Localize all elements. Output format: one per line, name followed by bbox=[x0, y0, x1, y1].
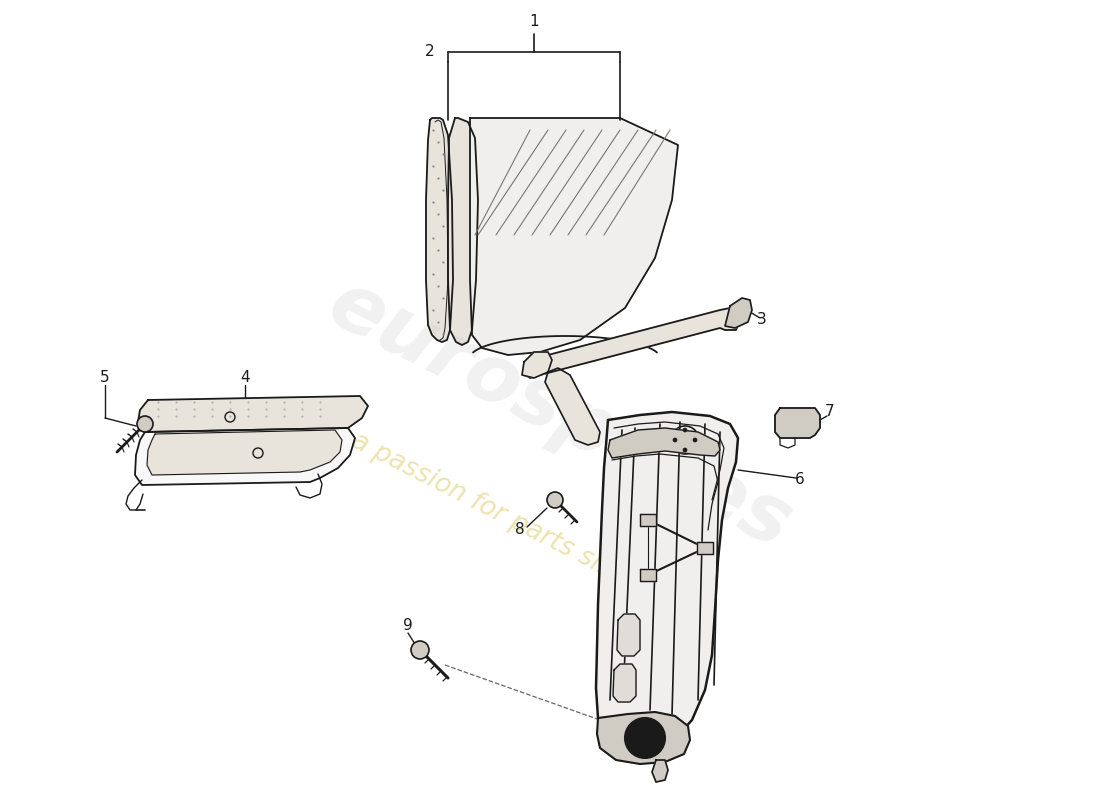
Text: 9: 9 bbox=[403, 618, 412, 634]
Text: 5: 5 bbox=[100, 370, 110, 386]
Polygon shape bbox=[652, 760, 668, 782]
Polygon shape bbox=[426, 118, 453, 342]
Circle shape bbox=[693, 438, 697, 442]
Polygon shape bbox=[617, 614, 640, 656]
Circle shape bbox=[683, 438, 688, 442]
Text: 6: 6 bbox=[795, 473, 805, 487]
Text: eurospares: eurospares bbox=[316, 265, 804, 566]
Circle shape bbox=[625, 718, 666, 758]
Circle shape bbox=[640, 733, 650, 743]
Polygon shape bbox=[697, 542, 713, 554]
Polygon shape bbox=[470, 118, 678, 355]
Polygon shape bbox=[522, 352, 552, 378]
Polygon shape bbox=[135, 428, 355, 485]
Polygon shape bbox=[138, 396, 368, 432]
Text: a passion for parts since 1985: a passion for parts since 1985 bbox=[346, 428, 714, 632]
Circle shape bbox=[683, 448, 688, 452]
Polygon shape bbox=[147, 430, 342, 475]
Circle shape bbox=[673, 438, 676, 442]
Polygon shape bbox=[640, 514, 656, 526]
Polygon shape bbox=[640, 569, 656, 581]
Circle shape bbox=[411, 641, 429, 659]
Circle shape bbox=[683, 428, 688, 432]
Polygon shape bbox=[524, 308, 740, 378]
Text: 7: 7 bbox=[825, 405, 835, 419]
Text: 1: 1 bbox=[529, 14, 539, 30]
Polygon shape bbox=[613, 664, 636, 702]
Text: 4: 4 bbox=[240, 370, 250, 386]
Text: 3: 3 bbox=[757, 313, 767, 327]
Polygon shape bbox=[608, 428, 720, 458]
Polygon shape bbox=[776, 408, 820, 438]
Circle shape bbox=[138, 416, 153, 432]
Polygon shape bbox=[448, 118, 478, 345]
Polygon shape bbox=[544, 368, 600, 445]
Text: 8: 8 bbox=[515, 522, 525, 538]
Polygon shape bbox=[725, 298, 752, 328]
Circle shape bbox=[703, 546, 707, 550]
Polygon shape bbox=[596, 412, 738, 752]
Text: 2: 2 bbox=[426, 45, 434, 59]
Polygon shape bbox=[597, 712, 690, 764]
Circle shape bbox=[547, 492, 563, 508]
